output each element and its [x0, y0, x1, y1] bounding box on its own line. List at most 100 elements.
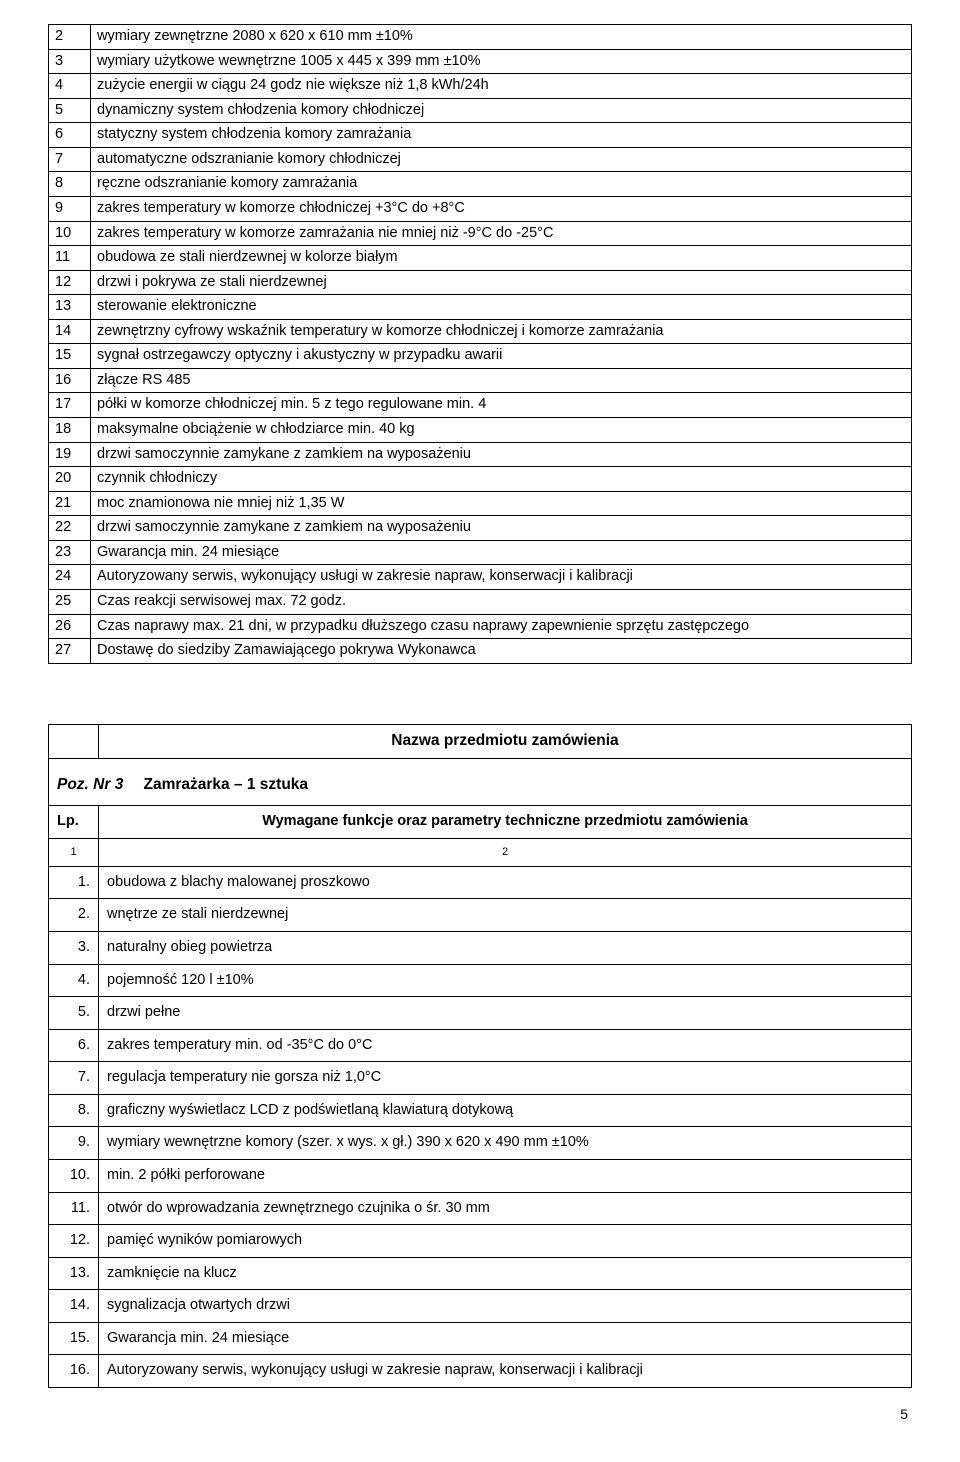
- table-row: 4zużycie energii w ciągu 24 godz nie wię…: [49, 74, 912, 99]
- table-row: 18maksymalne obciążenie w chłodziarce mi…: [49, 418, 912, 443]
- row-text: czynnik chłodniczy: [91, 467, 912, 492]
- table-row: 11obudowa ze stali nierdzewnej w kolorze…: [49, 246, 912, 271]
- row-number: 23: [49, 540, 91, 565]
- poz-row: Poz. Nr 3 Zamrażarka – 1 sztuka: [49, 758, 912, 806]
- table-row: 3wymiary użytkowe wewnętrzne 1005 x 445 …: [49, 49, 912, 74]
- table-row: 17półki w komorze chłodniczej min. 5 z t…: [49, 393, 912, 418]
- row-number: 14.: [49, 1290, 99, 1323]
- row-number: 2: [49, 25, 91, 50]
- table-row: 12drzwi i pokrywa ze stali nierdzewnej: [49, 270, 912, 295]
- row-number: 18: [49, 418, 91, 443]
- sub-1: 1: [49, 839, 99, 867]
- row-number: 9.: [49, 1127, 99, 1160]
- row-text: pamięć wyników pomiarowych: [99, 1225, 912, 1258]
- row-text: graficzny wyświetlacz LCD z podświetlaną…: [99, 1094, 912, 1127]
- table-row: 7.regulacja temperatury nie gorsza niż 1…: [49, 1062, 912, 1095]
- table-row: 12.pamięć wyników pomiarowych: [49, 1225, 912, 1258]
- row-number: 12.: [49, 1225, 99, 1258]
- row-text: wymiary użytkowe wewnętrzne 1005 x 445 x…: [91, 49, 912, 74]
- subheader-row: 1 2: [49, 839, 912, 867]
- table-row: 8ręczne odszranianie komory zamrażania: [49, 172, 912, 197]
- row-number: 9: [49, 196, 91, 221]
- row-text: drzwi i pokrywa ze stali nierdzewnej: [91, 270, 912, 295]
- poz-cell: Poz. Nr 3 Zamrażarka – 1 sztuka: [49, 758, 912, 806]
- title-empty-cell: [49, 724, 99, 758]
- title-row: Nazwa przedmiotu zamówienia: [49, 724, 912, 758]
- row-number: 7.: [49, 1062, 99, 1095]
- row-number: 3.: [49, 932, 99, 965]
- table-row: 7automatyczne odszranianie komory chłodn…: [49, 147, 912, 172]
- row-text: Czas naprawy max. 21 dni, w przypadku dł…: [91, 614, 912, 639]
- row-text: zakres temperatury w komorze chłodniczej…: [91, 196, 912, 221]
- table-row: 15.Gwarancja min. 24 miesiące: [49, 1322, 912, 1355]
- row-number: 25: [49, 589, 91, 614]
- row-number: 10: [49, 221, 91, 246]
- table-row: 2.wnętrze ze stali nierdzewnej: [49, 899, 912, 932]
- row-number: 3: [49, 49, 91, 74]
- section-table: Nazwa przedmiotu zamówienia Poz. Nr 3 Za…: [48, 724, 912, 1388]
- row-text: otwór do wprowadzania zewnętrznego czujn…: [99, 1192, 912, 1225]
- row-number: 8.: [49, 1094, 99, 1127]
- table-row: 26Czas naprawy max. 21 dni, w przypadku …: [49, 614, 912, 639]
- row-text: maksymalne obciążenie w chłodziarce min.…: [91, 418, 912, 443]
- table-row: 6.zakres temperatury min. od -35°C do 0°…: [49, 1029, 912, 1062]
- table-row: 14.sygnalizacja otwartych drzwi: [49, 1290, 912, 1323]
- row-text: obudowa z blachy malowanej proszkowo: [99, 866, 912, 899]
- row-number: 2.: [49, 899, 99, 932]
- row-text: moc znamionowa nie mniej niż 1,35 W: [91, 491, 912, 516]
- row-text: Gwarancja min. 24 miesiące: [99, 1322, 912, 1355]
- table-row: 23Gwarancja min. 24 miesiące: [49, 540, 912, 565]
- table-row: 2wymiary zewnętrzne 2080 x 620 x 610 mm …: [49, 25, 912, 50]
- table-row: 11.otwór do wprowadzania zewnętrznego cz…: [49, 1192, 912, 1225]
- poz-name: Zamrażarka – 1 sztuka: [143, 776, 308, 793]
- row-text: Autoryzowany serwis, wykonujący usługi w…: [99, 1355, 912, 1388]
- table-row: 24Autoryzowany serwis, wykonujący usługi…: [49, 565, 912, 590]
- row-text: Dostawę do siedziby Zamawiającego pokryw…: [91, 639, 912, 664]
- row-text: sterowanie elektroniczne: [91, 295, 912, 320]
- row-number: 17: [49, 393, 91, 418]
- row-text: automatyczne odszranianie komory chłodni…: [91, 147, 912, 172]
- row-text: drzwi samoczynnie zamykane z zamkiem na …: [91, 516, 912, 541]
- row-number: 5: [49, 98, 91, 123]
- row-text: pojemność 120 l ±10%: [99, 964, 912, 997]
- row-number: 26: [49, 614, 91, 639]
- spacer: [48, 664, 912, 724]
- table-row: 16złącze RS 485: [49, 368, 912, 393]
- table-row: 1.obudowa z blachy malowanej proszkowo: [49, 866, 912, 899]
- row-number: 15: [49, 344, 91, 369]
- req-header: Wymagane funkcje oraz parametry technicz…: [99, 806, 912, 839]
- table-row: 27Dostawę do siedziby Zamawiającego pokr…: [49, 639, 912, 664]
- table-row: 16.Autoryzowany serwis, wykonujący usług…: [49, 1355, 912, 1388]
- row-text: wymiary zewnętrzne 2080 x 620 x 610 mm ±…: [91, 25, 912, 50]
- row-number: 13: [49, 295, 91, 320]
- row-number: 20: [49, 467, 91, 492]
- header-row: Lp. Wymagane funkcje oraz parametry tech…: [49, 806, 912, 839]
- row-text: zużycie energii w ciągu 24 godz nie więk…: [91, 74, 912, 99]
- table-row: 13.zamknięcie na klucz: [49, 1257, 912, 1290]
- table-row: 13sterowanie elektroniczne: [49, 295, 912, 320]
- row-number: 6: [49, 123, 91, 148]
- row-number: 6.: [49, 1029, 99, 1062]
- table-row: 25Czas reakcji serwisowej max. 72 godz.: [49, 589, 912, 614]
- row-text: zakres temperatury w komorze zamrażania …: [91, 221, 912, 246]
- table-row: 6statyczny system chłodzenia komory zamr…: [49, 123, 912, 148]
- row-number: 16: [49, 368, 91, 393]
- table-row: 3.naturalny obieg powietrza: [49, 932, 912, 965]
- row-number: 11.: [49, 1192, 99, 1225]
- row-text: półki w komorze chłodniczej min. 5 z teg…: [91, 393, 912, 418]
- table-row: 9zakres temperatury w komorze chłodnicze…: [49, 196, 912, 221]
- table-row: 10.min. 2 półki perforowane: [49, 1159, 912, 1192]
- row-text: Autoryzowany serwis, wykonujący usługi w…: [91, 565, 912, 590]
- table-row: 20czynnik chłodniczy: [49, 467, 912, 492]
- spec-table-1: 2wymiary zewnętrzne 2080 x 620 x 610 mm …: [48, 24, 912, 664]
- row-number: 21: [49, 491, 91, 516]
- row-text: drzwi pełne: [99, 997, 912, 1030]
- row-number: 14: [49, 319, 91, 344]
- sub-2: 2: [99, 839, 912, 867]
- row-number: 10.: [49, 1159, 99, 1192]
- row-text: sygnalizacja otwartych drzwi: [99, 1290, 912, 1323]
- row-number: 4: [49, 74, 91, 99]
- row-number: 7: [49, 147, 91, 172]
- page-number: 5: [48, 1406, 912, 1422]
- row-number: 11: [49, 246, 91, 271]
